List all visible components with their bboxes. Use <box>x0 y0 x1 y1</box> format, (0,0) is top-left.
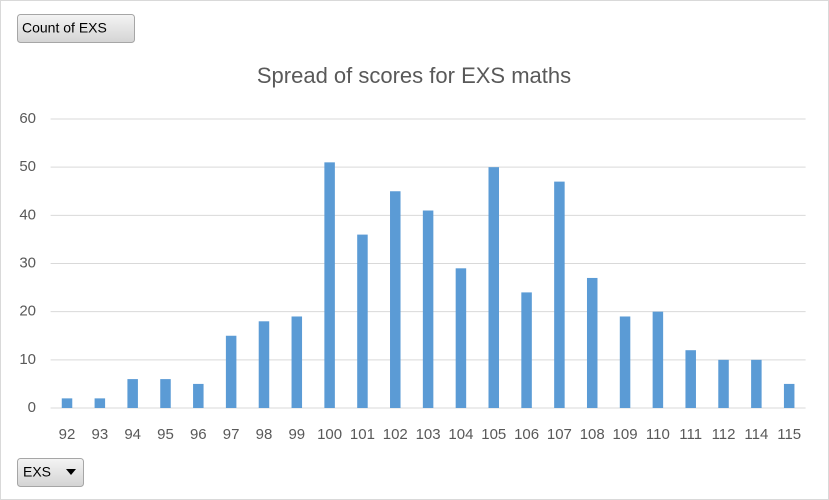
y-tick-label: 10 <box>19 351 36 368</box>
x-tick-label: 111 <box>679 426 702 443</box>
x-tick-label: 105 <box>481 426 506 443</box>
x-tick-label: 100 <box>317 426 342 443</box>
chart-title: Spread of scores for EXS maths <box>257 63 571 88</box>
bar <box>783 383 795 408</box>
button-label: Count of EXS <box>22 20 107 36</box>
x-tick-label: 108 <box>580 426 605 443</box>
bar <box>390 191 401 408</box>
bar <box>652 311 664 408</box>
y-tick-label: 40 <box>19 206 36 223</box>
y-tick-label: 20 <box>19 303 36 320</box>
x-tick-label: 114 <box>744 426 768 443</box>
button-label: EXS <box>23 464 51 480</box>
y-tick-label: 50 <box>19 158 36 175</box>
x-tick-label: 101 <box>350 426 375 443</box>
bar <box>521 292 532 408</box>
y-tick-label: 60 <box>19 110 36 127</box>
x-tick-label: 104 <box>448 426 473 443</box>
bar <box>619 316 631 408</box>
bar <box>258 321 270 408</box>
bar <box>586 277 598 408</box>
x-tick-label: 115 <box>777 426 801 443</box>
x-tick-label: 99 <box>288 426 305 443</box>
bar <box>357 234 368 408</box>
axis-field-button[interactable]: EXS <box>17 458 84 487</box>
bar <box>718 359 729 408</box>
button-box <box>17 14 135 43</box>
x-tick-label: 94 <box>124 426 141 443</box>
bar <box>160 379 171 408</box>
bar <box>455 268 467 408</box>
x-tick-label: 110 <box>646 426 670 443</box>
x-tick-label: 102 <box>383 426 408 443</box>
bar <box>751 359 762 408</box>
x-tick-label: 112 <box>712 426 736 443</box>
x-tick-label: 95 <box>157 426 174 443</box>
bar <box>324 162 335 408</box>
y-tick-label: 0 <box>28 399 36 416</box>
x-tick-label: 92 <box>59 426 76 443</box>
bar <box>488 167 500 408</box>
button-box <box>17 458 84 487</box>
x-tick-label: 97 <box>223 426 240 443</box>
bar <box>291 316 303 408</box>
bar <box>127 379 138 408</box>
bar <box>225 335 237 408</box>
bar <box>685 350 696 408</box>
bar <box>193 383 204 408</box>
x-tick-label: 107 <box>547 426 572 443</box>
y-tick-label: 30 <box>19 254 36 271</box>
value-field-button[interactable]: Count of EXS <box>17 14 135 43</box>
bar <box>94 398 106 408</box>
x-tick-label: 109 <box>613 426 638 443</box>
x-tick-label: 103 <box>416 426 441 443</box>
x-tick-label: 93 <box>91 426 108 443</box>
bar <box>422 210 434 408</box>
x-tick-label: 106 <box>514 426 539 443</box>
dropdown-arrow <box>66 469 76 475</box>
x-tick-label: 98 <box>256 426 273 443</box>
bar <box>61 398 73 408</box>
x-tick-label: 96 <box>190 426 207 443</box>
bar <box>554 181 565 408</box>
